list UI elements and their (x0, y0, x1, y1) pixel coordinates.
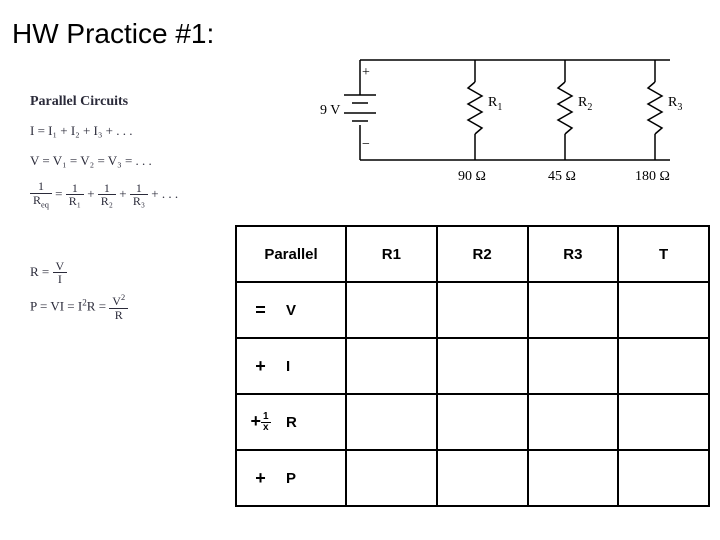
battery-voltage: 9 V (320, 103, 340, 118)
r3-value: 180 Ω (635, 169, 670, 184)
cell (528, 450, 619, 506)
cell (618, 282, 709, 338)
row-i-label: I (284, 338, 346, 394)
cell (346, 394, 437, 450)
r2-name: R2 (578, 95, 592, 113)
row-i-sym: + (236, 338, 284, 394)
cell (437, 450, 528, 506)
row-r-label: R (284, 394, 346, 450)
col-header-r2: R2 (437, 226, 528, 282)
table-row: + I (236, 338, 709, 394)
col-header-r1: R1 (346, 226, 437, 282)
data-table: Parallel R1 R2 R3 T = V + I +1x R (235, 225, 710, 507)
cell (618, 338, 709, 394)
row-p-sym: + (236, 450, 284, 506)
table-row: +1x R (236, 394, 709, 450)
cell (437, 282, 528, 338)
row-v-label: V (284, 282, 346, 338)
battery-minus: − (362, 137, 370, 152)
r1-name: R1 (488, 95, 502, 113)
cell (618, 394, 709, 450)
r3-name: R3 (668, 95, 682, 113)
formula-req: 1Req = 1R₁ + 1R₂ + 1R₃ + . . . (30, 180, 230, 210)
col-header-t: T (618, 226, 709, 282)
cell (618, 450, 709, 506)
cell (528, 282, 619, 338)
cell (437, 338, 528, 394)
battery-plus: + (362, 65, 370, 80)
cell (528, 338, 619, 394)
cell (437, 394, 528, 450)
r2-value: 45 Ω (548, 169, 576, 184)
row-v-sym: = (236, 282, 284, 338)
formula-current: I = I₁ + I₂ + I₃ + . . . (30, 120, 230, 142)
cell (346, 282, 437, 338)
circuit-diagram: + − 9 V R1 90 Ω R2 45 Ω R3 180 Ω (300, 40, 690, 190)
cell (346, 450, 437, 506)
cell (528, 394, 619, 450)
row-r-sym: +1x (236, 394, 284, 450)
page-title: HW Practice #1: (12, 18, 214, 50)
table-row: + P (236, 450, 709, 506)
table-row: = V (236, 282, 709, 338)
r1-value: 90 Ω (458, 169, 486, 184)
row-p-label: P (284, 450, 346, 506)
formula-header: Parallel Circuits (30, 90, 230, 114)
col-header-r3: R3 (528, 226, 619, 282)
formula-block: Parallel Circuits I = I₁ + I₂ + I₃ + . .… (30, 90, 230, 329)
formula-power: P = VI = I2R = V2R (30, 294, 230, 321)
formula-voltage: V = V₁ = V₂ = V₃ = . . . (30, 150, 230, 172)
cell (346, 338, 437, 394)
col-header-parallel: Parallel (236, 226, 346, 282)
formula-ohm: R = VI (30, 260, 230, 286)
